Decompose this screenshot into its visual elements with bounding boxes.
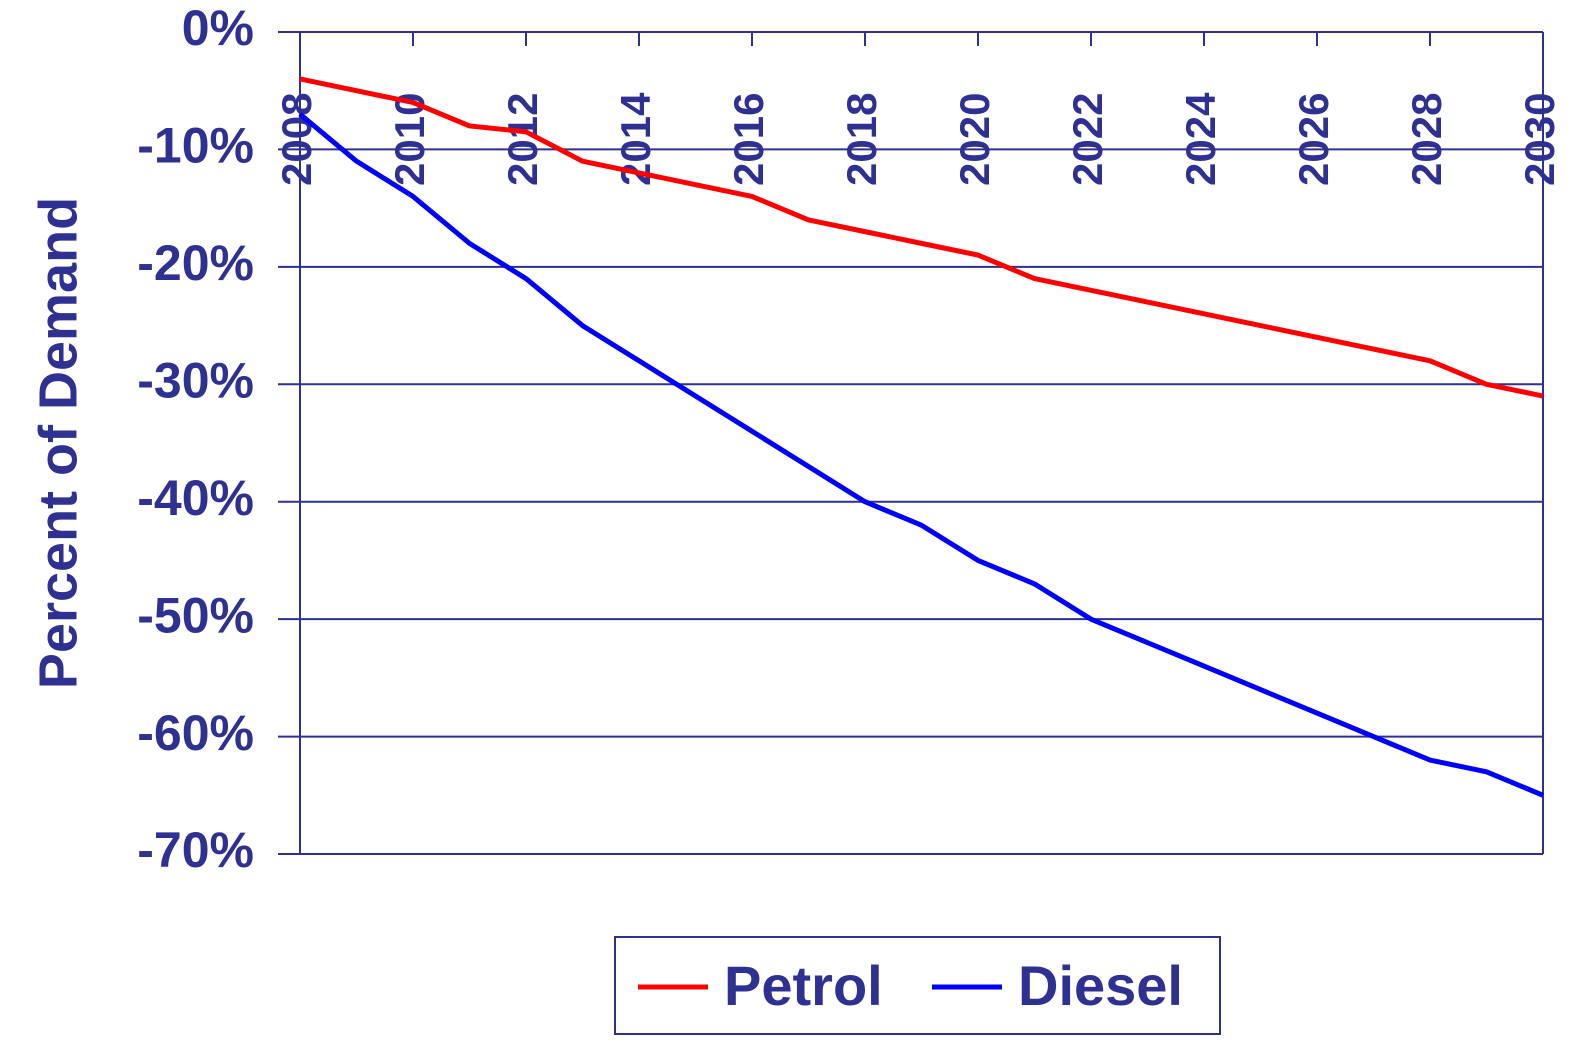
y-tick-label: -60%	[137, 705, 254, 761]
x-tick-label: 2030	[1516, 93, 1563, 186]
y-tick-label: -40%	[137, 470, 254, 526]
y-tick-label: -50%	[137, 587, 254, 643]
x-tick-label: 2008	[273, 93, 320, 186]
x-tick-label: 2024	[1177, 92, 1224, 186]
y-tick-label: -20%	[137, 235, 254, 291]
x-tick-label: 2022	[1064, 93, 1111, 186]
y-axis-label: Percent of Demand	[28, 197, 88, 689]
x-tick-label: 2020	[951, 93, 998, 186]
x-tick-label: 2028	[1403, 93, 1450, 186]
legend-label: Petrol	[724, 954, 883, 1017]
y-tick-label: -10%	[137, 118, 254, 174]
x-tick-label: 2026	[1290, 93, 1337, 186]
x-tick-label: 2018	[838, 93, 885, 186]
line-series	[299, 76, 1544, 399]
x-tick-label: 2016	[725, 93, 772, 186]
line-series	[298, 112, 1544, 798]
y-tick-label: -30%	[137, 352, 254, 408]
legend-label: Diesel	[1018, 954, 1183, 1017]
y-tick-label: -70%	[137, 822, 254, 878]
legend-box	[614, 936, 1221, 1035]
y-tick-label: 0%	[182, 0, 254, 56]
